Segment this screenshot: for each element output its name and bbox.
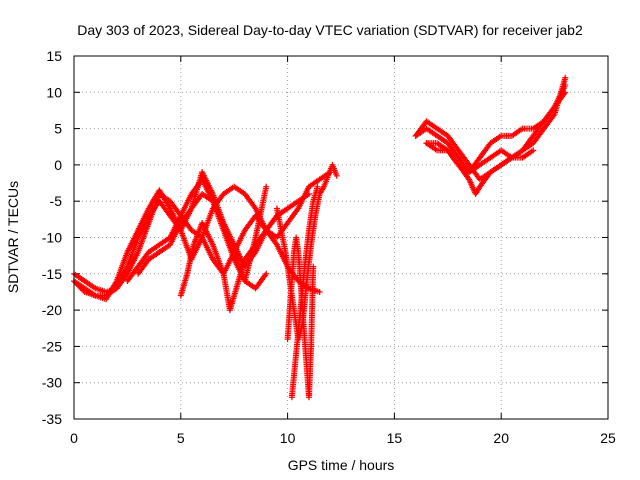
series-track-10 (412, 89, 569, 176)
data-marks (71, 74, 569, 401)
grid-lines (74, 56, 608, 419)
x-axis-label: GPS time / hours (288, 457, 395, 473)
y-tick-label: -5 (50, 193, 63, 209)
series-track-6 (177, 205, 291, 314)
data-point (79, 286, 86, 293)
data-point (80, 287, 87, 294)
y-tick-label: -20 (42, 302, 62, 318)
data-point (263, 270, 270, 277)
y-tick-label: -30 (42, 375, 62, 391)
x-tick-label: 0 (70, 430, 78, 446)
data-point (284, 205, 291, 212)
data-point (72, 279, 79, 286)
y-tick-label: 10 (46, 84, 62, 100)
data-point (530, 147, 537, 154)
data-point (76, 283, 83, 290)
chart-title: Day 303 of 2023, Sidereal Day-to-day VTE… (77, 22, 583, 38)
data-point (562, 74, 569, 81)
data-point (316, 288, 323, 295)
x-tick-label: 5 (177, 430, 185, 446)
x-tick-label: 20 (493, 430, 509, 446)
y-tick-label: -25 (42, 338, 62, 354)
series-track-13 (423, 140, 537, 176)
data-point (333, 172, 340, 179)
data-point (263, 183, 270, 190)
series-track-3 (71, 169, 334, 303)
x-tick-label: 15 (387, 430, 403, 446)
series-track-12 (423, 74, 569, 197)
data-point (314, 183, 321, 190)
x-tick-label: 10 (280, 430, 296, 446)
y-tick-label: -35 (42, 411, 62, 427)
y-axis-label: SDTVAR / TECUs (5, 181, 21, 293)
y-tick-label: -10 (42, 230, 62, 246)
data-point (310, 263, 317, 270)
y-tick-label: 15 (46, 48, 62, 64)
y-tick-label: 0 (54, 157, 62, 173)
plot-frame (73, 55, 609, 420)
data-point (75, 282, 82, 289)
axis-ticks: 0 5 10 15 20 25 15 10 5 0 -5 -10 -15 -20 -25 -30 -35 (42, 48, 616, 446)
y-tick-label: 5 (54, 121, 62, 137)
series-track-9 (288, 183, 321, 401)
x-tick-label: 25 (600, 430, 616, 446)
data-point (77, 284, 84, 291)
y-tick-label: -15 (42, 266, 62, 282)
data-point (73, 280, 80, 287)
